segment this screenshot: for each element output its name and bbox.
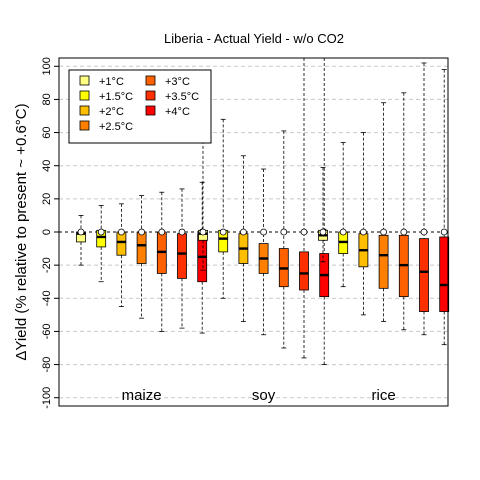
- y-tick-label: 0: [41, 229, 53, 235]
- legend-swatch: [79, 75, 90, 86]
- baseline-marker: [118, 228, 125, 236]
- box: [398, 92, 409, 331]
- box: [318, 166, 328, 263]
- box: [116, 203, 127, 307]
- box-group-soy: [198, 57, 330, 365]
- legend-swatch: [145, 90, 156, 101]
- box: [338, 142, 349, 288]
- legend-label: +2.5°C: [99, 121, 133, 133]
- box: [76, 215, 86, 266]
- baseline-marker: [280, 228, 288, 236]
- baseline-marker: [440, 228, 448, 236]
- baseline-marker: [158, 228, 166, 236]
- box: [197, 181, 208, 334]
- legend-swatch: [79, 120, 90, 131]
- y-tick-label: -40: [41, 290, 53, 306]
- group-labels: maize soy rice: [122, 387, 396, 404]
- box: [319, 57, 330, 365]
- box: [299, 57, 309, 359]
- legend-label: +3.5°C: [165, 91, 199, 103]
- box-body: [116, 231, 127, 256]
- baseline-marker: [239, 228, 247, 236]
- legend-swatch: [79, 105, 90, 116]
- legend-label: +1°C: [99, 76, 124, 88]
- baseline-marker: [420, 228, 428, 236]
- box: [419, 62, 429, 336]
- box-body: [136, 231, 147, 264]
- legend-label: +4°C: [165, 106, 190, 118]
- box-body: [439, 236, 450, 312]
- box-series: [76, 57, 450, 365]
- baseline-marker: [97, 228, 105, 236]
- baseline-marker: [77, 228, 85, 236]
- group-label-soy: soy: [252, 387, 276, 404]
- box: [177, 188, 187, 329]
- baseline-marker: [300, 228, 308, 236]
- box: [378, 102, 389, 322]
- legend-swatch: [145, 75, 156, 86]
- legend-box: [68, 69, 212, 144]
- box-body: [378, 234, 389, 289]
- baseline-marker: [400, 228, 408, 236]
- baseline-marker: [138, 228, 146, 236]
- box-body: [299, 251, 309, 291]
- baseline-marker: [380, 228, 388, 236]
- y-tick-label: 100: [41, 57, 53, 75]
- y-tick-label: 20: [41, 193, 53, 205]
- box: [218, 118, 229, 299]
- y-tick-label: 40: [41, 160, 53, 172]
- group-label-rice: rice: [372, 387, 396, 404]
- y-tick-label: -100: [41, 387, 53, 409]
- box: [258, 168, 269, 336]
- chart-title: Liberia - Actual Yield - w/o CO2: [164, 31, 344, 46]
- y-tick-label: 80: [41, 93, 53, 105]
- baseline-marker: [178, 228, 186, 236]
- box: [156, 191, 167, 332]
- y-axis-label: ΔYield (% relative to present ~ +0.6°C): [13, 103, 30, 360]
- baseline-marker: [339, 228, 347, 236]
- baseline-marker: [359, 228, 367, 236]
- box: [238, 155, 249, 322]
- legend-label: +1.5°C: [99, 91, 133, 103]
- group-label-maize: maize: [122, 387, 162, 404]
- baseline-marker: [199, 228, 207, 236]
- box: [358, 132, 369, 316]
- box: [96, 205, 107, 283]
- box-body: [419, 238, 429, 312]
- y-tick-label: -80: [41, 357, 53, 373]
- box-group-maize: [76, 181, 208, 334]
- legend: +1°C +1.5°C +2°C +2.5°C +3°C +3.5°C +4°C: [68, 69, 212, 144]
- y-tick-label: 60: [41, 126, 53, 138]
- plot-frame: [58, 57, 449, 407]
- box: [439, 69, 450, 346]
- legend-swatch: [79, 90, 90, 101]
- baseline-marker: [260, 228, 268, 236]
- legend-swatch: [145, 105, 156, 116]
- y-tick-label: -20: [41, 257, 53, 273]
- box-body: [177, 233, 187, 279]
- baseline-marker: [219, 228, 227, 236]
- box-group-rice: [318, 62, 450, 346]
- legend-label: +2°C: [99, 106, 124, 118]
- baseline-marker: [319, 228, 327, 236]
- legend-label: +3°C: [165, 76, 190, 88]
- y-tick-label: -60: [41, 323, 53, 339]
- box: [278, 130, 289, 349]
- y-axis: -100 -80 -60 -40 -20 0 20 40 60 80 100: [41, 57, 59, 409]
- box: [136, 195, 147, 319]
